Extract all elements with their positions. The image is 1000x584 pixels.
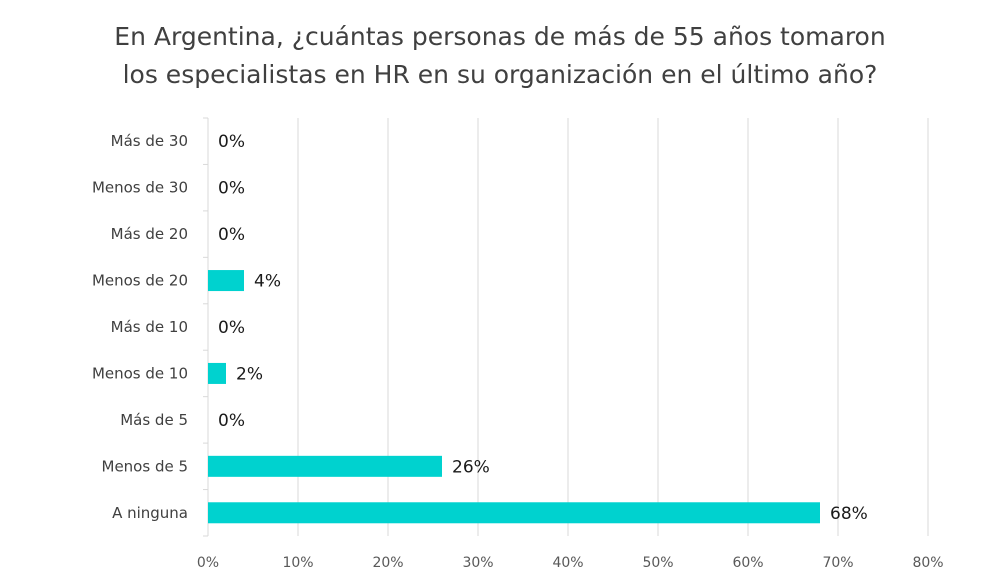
data-label-5: 2% bbox=[236, 364, 263, 384]
x-tick-label-0: 0% bbox=[197, 555, 219, 571]
x-tick-label-5: 50% bbox=[642, 555, 673, 571]
data-label-8: 68% bbox=[830, 504, 868, 524]
x-tick-label-1: 10% bbox=[282, 555, 313, 571]
category-label-4: Más de 10 bbox=[111, 318, 188, 336]
chart-title-line-1: En Argentina, ¿cuántas personas de más d… bbox=[114, 22, 886, 51]
category-label-5: Menos de 10 bbox=[92, 364, 188, 382]
x-tick-label-2: 20% bbox=[372, 555, 403, 571]
data-label-0: 0% bbox=[218, 132, 245, 152]
category-label-0: Más de 30 bbox=[111, 132, 188, 150]
bar-7 bbox=[208, 455, 442, 477]
x-tick-label-3: 30% bbox=[462, 555, 493, 571]
data-label-1: 0% bbox=[218, 179, 245, 199]
chart-title: En Argentina, ¿cuántas personas de más d… bbox=[0, 18, 1000, 94]
x-tick-label-8: 80% bbox=[912, 555, 943, 571]
bar-3 bbox=[208, 270, 244, 292]
x-tick-label-7: 70% bbox=[822, 555, 853, 571]
category-label-2: Más de 20 bbox=[111, 225, 188, 243]
data-label-6: 0% bbox=[218, 411, 245, 431]
category-label-1: Menos de 30 bbox=[92, 179, 188, 197]
data-label-2: 0% bbox=[218, 225, 245, 245]
chart-title-line-2: los especialistas en HR en su organizaci… bbox=[122, 60, 878, 89]
category-label-6: Más de 5 bbox=[120, 411, 188, 429]
x-tick-label-6: 60% bbox=[732, 555, 763, 571]
x-tick-label-4: 40% bbox=[552, 555, 583, 571]
bar-5 bbox=[208, 362, 226, 384]
data-label-3: 4% bbox=[254, 272, 281, 292]
data-label-7: 26% bbox=[452, 457, 490, 477]
category-label-3: Menos de 20 bbox=[92, 272, 188, 290]
bar-8 bbox=[208, 502, 820, 524]
category-label-8: A ninguna bbox=[112, 504, 188, 522]
category-label-7: Menos de 5 bbox=[102, 457, 189, 475]
data-label-4: 0% bbox=[218, 318, 245, 338]
